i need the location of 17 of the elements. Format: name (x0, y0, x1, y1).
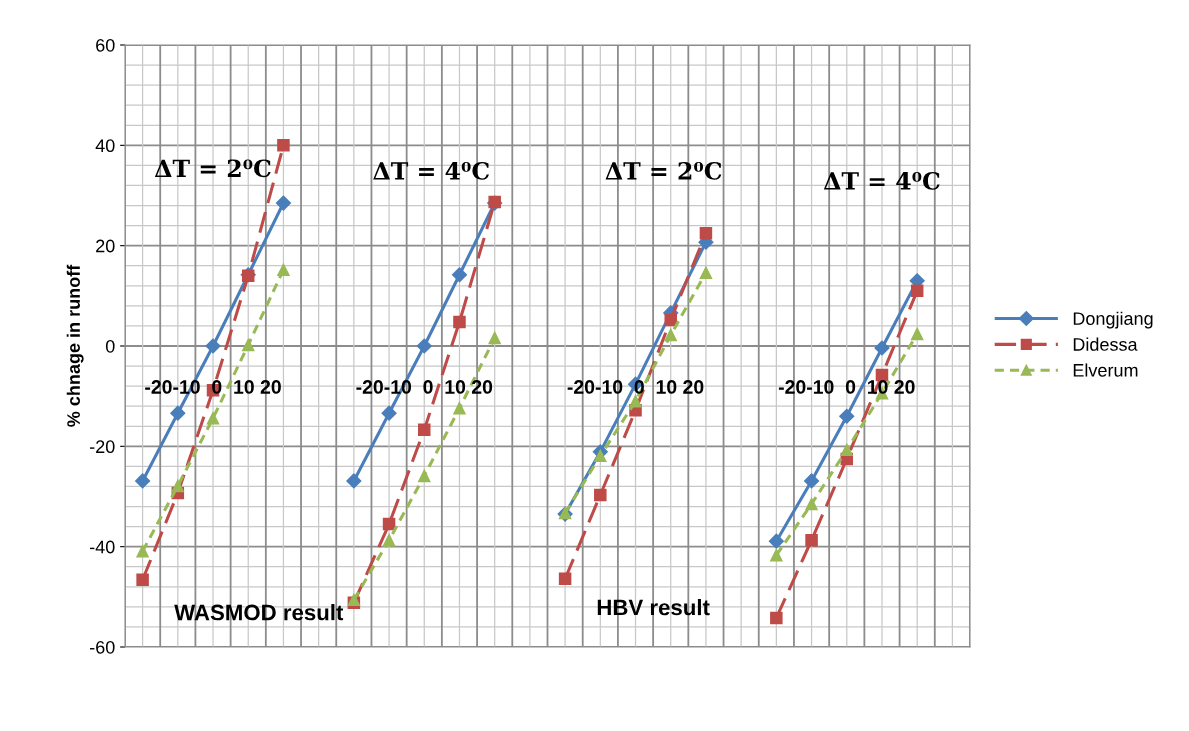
legend-label: Elverum (1073, 363, 1138, 377)
annotation: WASMOD result (174, 604, 344, 621)
y-axis-title: % chnage in runoff (66, 264, 84, 427)
y-tick-label: 60 (96, 38, 115, 52)
y-tick-label: 40 (95, 139, 115, 153)
annotation: ΔT = 4⁰C (373, 161, 489, 180)
annotation: ΔT = 4⁰C (823, 171, 940, 190)
annotation: ΔT = 2⁰C (605, 161, 722, 180)
y-tick-label: -40 (89, 540, 115, 554)
legend-label: Didessa (1073, 337, 1138, 351)
annotation: ΔT = 2⁰C (154, 159, 271, 178)
legend-label: Dongjiang (1073, 311, 1153, 329)
y-tick-label: 0 (105, 339, 115, 353)
y-tick-label: -60 (89, 640, 115, 654)
y-tick-label: 20 (96, 239, 115, 253)
y-tick-label: -20 (89, 440, 115, 454)
annotation: HBV result (597, 599, 710, 616)
